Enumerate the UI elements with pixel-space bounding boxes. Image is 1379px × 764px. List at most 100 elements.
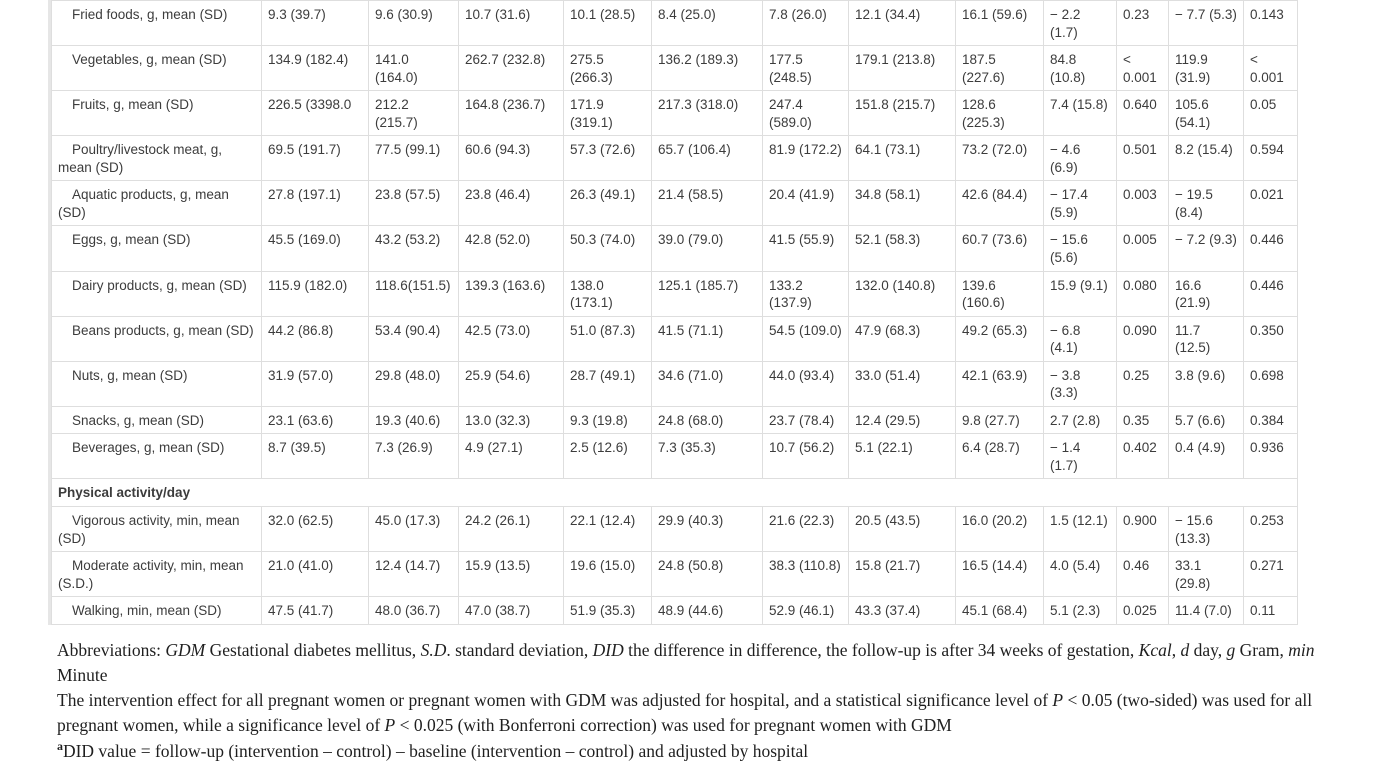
table-cell: 0.143: [1243, 0, 1298, 47]
table-row: Fruits, g, mean (SD) 226.5 (3398.0 212.2 (…: [51, 90, 1298, 137]
row-label: Nuts, g, mean (SD): [51, 360, 262, 407]
table-cell: 0.900: [1116, 506, 1169, 553]
table-cell: 212.2 (215.7): [368, 90, 459, 137]
table-cell: 3.8 (9.6): [1168, 360, 1244, 407]
table-cell: 0.005: [1116, 225, 1169, 272]
table-cell: 23.8 (46.4): [458, 180, 564, 227]
table-cell: 60.6 (94.3): [458, 135, 564, 182]
table-cell: 39.0 (79.0): [651, 225, 763, 272]
table-cell: 45.0 (17.3): [368, 506, 459, 553]
table-cell: 2.7 (2.8): [1043, 405, 1117, 435]
table-cell: 5.7 (6.6): [1168, 405, 1244, 435]
table-cell: 51.0 (87.3): [563, 315, 652, 362]
table-cell: − 6.8 (4.1): [1043, 315, 1117, 362]
footnote-text: min: [1288, 639, 1315, 660]
table-cell: 0.025: [1116, 596, 1169, 625]
footnote-paragraph: aDID value = follow-up (intervention – c…: [57, 738, 1339, 764]
footnotes: Abbreviations: GDM Gestational diabetes …: [57, 638, 1339, 764]
table-cell: 28.7 (49.1): [563, 360, 652, 407]
table-cell: 11.4 (7.0): [1168, 596, 1244, 625]
table-cell: 15.8 (21.7): [848, 551, 956, 598]
footnote-text: < 0.025 (with Bonferroni correction) was…: [395, 714, 952, 735]
table-cell: 13.0 (32.3): [458, 405, 564, 435]
footnote-text: DID: [592, 639, 624, 660]
footnote-text: day,: [1189, 639, 1227, 660]
row-label: Beans products, g, mean (SD): [51, 315, 262, 362]
table-cell: 23.8 (57.5): [368, 180, 459, 227]
table-cell: 21.4 (58.5): [651, 180, 763, 227]
table-row: Vegetables, g, mean (SD) 134.9 (182.4) 141…: [51, 45, 1298, 92]
table-cell: 0.446: [1243, 270, 1298, 317]
footnote-text: DID value = follow-up (intervention – co…: [62, 740, 809, 761]
table-cell: 0.936: [1243, 433, 1298, 480]
row-label: Poultry/livestock meat, g, mean (SD): [51, 135, 262, 182]
table-cell: − 7.7 (5.3): [1168, 0, 1244, 47]
table-cell: 77.5 (99.1): [368, 135, 459, 182]
footnote-text: S.D: [420, 639, 447, 660]
row-label: Vigorous activity, min, mean (SD): [51, 506, 262, 553]
table-cell: 48.0 (36.7): [368, 596, 459, 625]
table-cell: 133.2 (137.9): [762, 270, 849, 317]
table-cell: 7.4 (15.8): [1043, 90, 1117, 137]
table-cell: 45.5 (169.0): [261, 225, 369, 272]
table-cell: − 4.6 (6.9): [1043, 135, 1117, 182]
table-cell: 0.271: [1243, 551, 1298, 598]
table-cell: 42.5 (73.0): [458, 315, 564, 362]
table-cell: 24.2 (26.1): [458, 506, 564, 553]
table-cell: 134.9 (182.4): [261, 45, 369, 92]
table-cell: 4.0 (5.4): [1043, 551, 1117, 598]
table-cell: 105.6 (54.1): [1168, 90, 1244, 137]
table-row: Walking, min, mean (SD) 47.5 (41.7) 48.0 (…: [51, 596, 1298, 625]
table-row: Moderate activity, min, mean (S.D.) 21.0 …: [51, 551, 1298, 598]
table-row: Aquatic products, g, mean (SD) 27.8 (197.…: [51, 180, 1298, 227]
table-cell: 48.9 (44.6): [651, 596, 763, 625]
table-cell: − 17.4 (5.9): [1043, 180, 1117, 227]
table-cell: 43.2 (53.2): [368, 225, 459, 272]
table-cell: 0.090: [1116, 315, 1169, 362]
table-cell: 0.021: [1243, 180, 1298, 227]
table-cell: 7.8 (26.0): [762, 0, 849, 47]
table-cell: 45.1 (68.4): [955, 596, 1044, 625]
footnote-text: Minute: [57, 664, 108, 685]
table-body: Fried foods, g, mean (SD) 9.3 (39.7) 9.6 (…: [51, 0, 1298, 625]
row-label: Fried foods, g, mean (SD): [51, 0, 262, 47]
table-cell: 0.35: [1116, 405, 1169, 435]
footnote-text: P: [1052, 689, 1064, 710]
row-label: Aquatic products, g, mean (SD): [51, 180, 262, 227]
table-cell: 0.4 (4.9): [1168, 433, 1244, 480]
table-cell: 38.3 (110.8): [762, 551, 849, 598]
table-cell: 20.4 (41.9): [762, 180, 849, 227]
table-cell: 57.3 (72.6): [563, 135, 652, 182]
table-cell: 0.253: [1243, 506, 1298, 553]
footnote-text: Gram,: [1235, 639, 1289, 660]
table-cell: 8.4 (25.0): [651, 0, 763, 47]
table-cell: 132.0 (140.8): [848, 270, 956, 317]
table-cell: 42.6 (84.4): [955, 180, 1044, 227]
table-cell: 15.9 (9.1): [1043, 270, 1117, 317]
table-cell: 0.11: [1243, 596, 1298, 625]
section-label: Physical activity/day: [51, 478, 1298, 508]
table-cell: − 1.4 (1.7): [1043, 433, 1117, 480]
footnote-paragraph: The intervention effect for all pregnant…: [57, 688, 1339, 738]
table-cell: 64.1 (73.1): [848, 135, 956, 182]
table-cell: 47.5 (41.7): [261, 596, 369, 625]
footnote-text: the difference in difference, the follow…: [623, 639, 1139, 660]
table-cell: 9.3 (39.7): [261, 0, 369, 47]
footnote-text: Gestational diabetes mellitus,: [205, 639, 421, 660]
table-cell: 12.4 (29.5): [848, 405, 956, 435]
table-cell: 125.1 (185.7): [651, 270, 763, 317]
table-cell: 24.8 (68.0): [651, 405, 763, 435]
table-cell: − 7.2 (9.3): [1168, 225, 1244, 272]
table-cell: 10.7 (56.2): [762, 433, 849, 480]
table-cell: − 15.6 (5.6): [1043, 225, 1117, 272]
table-cell: 26.3 (49.1): [563, 180, 652, 227]
table-cell: 141.0 (164.0): [368, 45, 459, 92]
table-cell: 29.9 (40.3): [651, 506, 763, 553]
table-cell: 33.1 (29.8): [1168, 551, 1244, 598]
table-row: Fried foods, g, mean (SD) 9.3 (39.7) 9.6 (…: [51, 0, 1298, 47]
table-row: Eggs, g, mean (SD) 45.5 (169.0) 43.2 (53.2…: [51, 225, 1298, 272]
table-cell: 0.640: [1116, 90, 1169, 137]
table-cell: 47.0 (38.7): [458, 596, 564, 625]
table-cell: 1.5 (12.1): [1043, 506, 1117, 553]
table-cell: 29.8 (48.0): [368, 360, 459, 407]
